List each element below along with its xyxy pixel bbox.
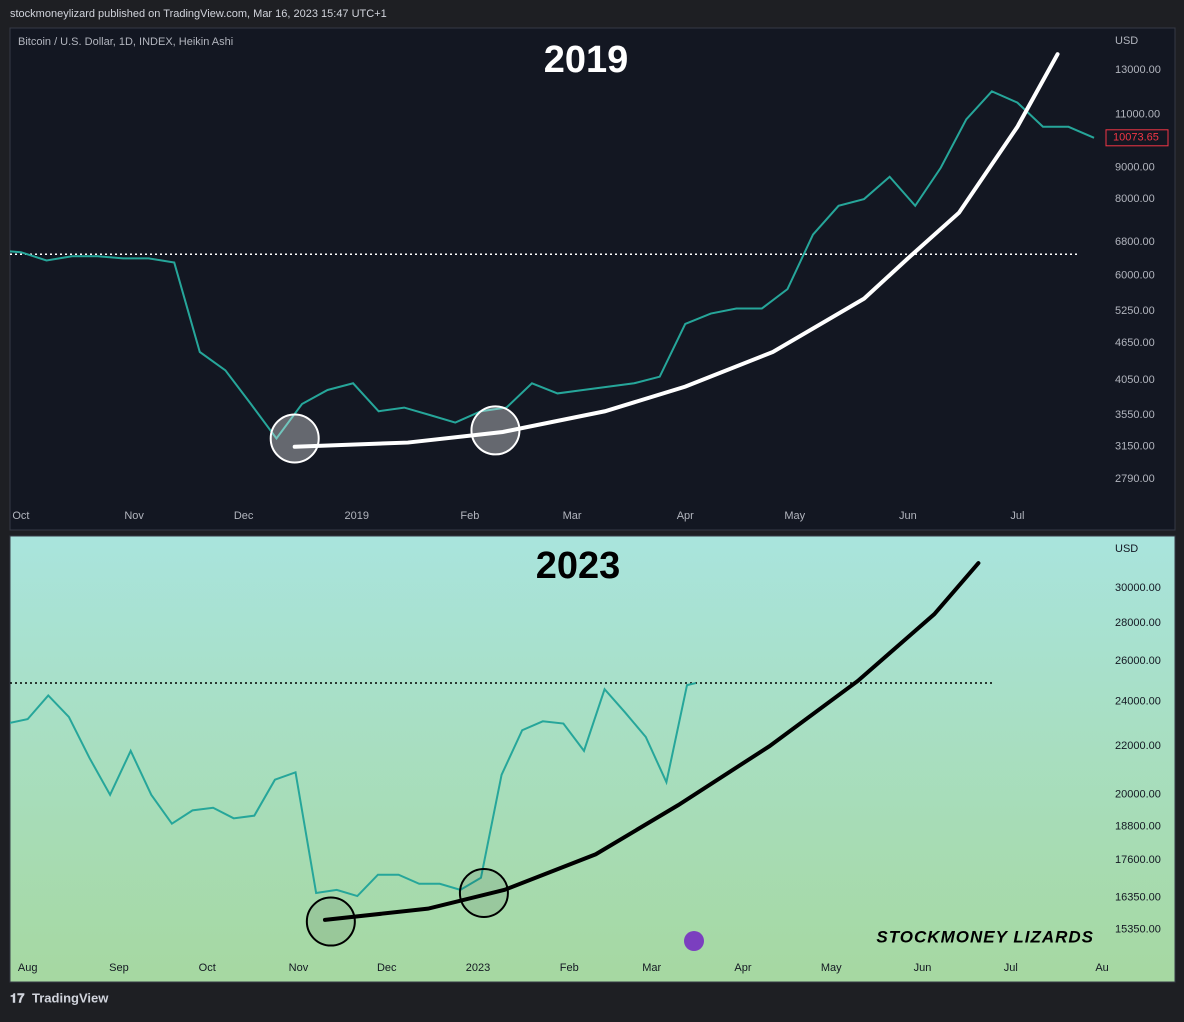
- x-tick-label: 2019: [345, 510, 369, 522]
- y-tick-label: 17600.00: [1115, 854, 1161, 866]
- x-tick-label: Apr: [677, 510, 694, 522]
- y-tick-label: 28000.00: [1115, 617, 1161, 629]
- price-line: [10, 682, 697, 898]
- x-tick-label: Nov: [124, 510, 144, 522]
- y-tick-label: 15350.00: [1115, 924, 1161, 936]
- x-tick-label: Feb: [560, 962, 579, 974]
- panel-bg: [9, 535, 1176, 983]
- y-tick-label: 22000.00: [1115, 740, 1161, 752]
- panel: STOCKMONEY LIZARDS 2023 USD 15350.00 16350.…: [10, 543, 1161, 974]
- highlight-circle: [305, 896, 356, 947]
- y-tick-label: 30000.00: [1115, 582, 1161, 594]
- axis-unit: USD: [1115, 543, 1138, 555]
- x-tick-label: Dec: [377, 962, 397, 974]
- y-tick-label: 24000.00: [1115, 696, 1161, 708]
- x-tick-label: Sep: [109, 962, 129, 974]
- x-tick-label: Oct: [12, 510, 29, 522]
- x-tick-label: 2023: [466, 962, 490, 974]
- x-tick-label: May: [784, 510, 805, 522]
- y-tick-label: 9000.00: [1115, 162, 1155, 174]
- x-tick-label: Apr: [734, 962, 751, 974]
- y-tick-label: 4050.00: [1115, 374, 1155, 386]
- plot-area: [10, 52, 1095, 464]
- y-tick-label: 26000.00: [1115, 655, 1161, 667]
- x-tick-label: Jul: [1010, 510, 1024, 522]
- x-tick-label: Au: [1095, 962, 1108, 974]
- highlight-circle: [269, 413, 320, 464]
- last-price-box: [1105, 129, 1169, 147]
- y-tick-label: 8000.00: [1115, 193, 1155, 205]
- y-tick-label: 11000.00: [1115, 108, 1160, 120]
- x-tick-label: Jul: [1004, 962, 1018, 974]
- panel: Bitcoin / U.S. Dollar, 1D, INDEX, Heikin…: [10, 35, 1169, 522]
- chart-title: 2023: [536, 545, 621, 587]
- plot-area: [10, 561, 994, 947]
- y-tick-label: 3150.00: [1115, 441, 1155, 453]
- axis-unit: USD: [1115, 35, 1138, 47]
- y-tick-label: 13000.00: [1115, 64, 1161, 76]
- highlight-circle: [470, 405, 521, 456]
- y-tick-label: 6800.00: [1115, 236, 1155, 248]
- chart-title: 2019: [544, 39, 629, 81]
- x-tick-label: Mar: [642, 962, 661, 974]
- symbol: Bitcoin / U.S. Dollar, 1D, INDEX, Heikin…: [18, 36, 233, 48]
- x-tick-label: May: [821, 962, 842, 974]
- icon: [684, 931, 704, 951]
- highlight-circle: [458, 867, 509, 918]
- y-tick-label: 2790.00: [1115, 473, 1155, 485]
- y-tick-label: 18800.00: [1115, 820, 1161, 832]
- last-price-label: 10073.65: [1113, 132, 1159, 144]
- y-tick-label: 3550.00: [1115, 409, 1155, 421]
- trend-curve: [322, 561, 981, 922]
- y-tick-label: 4650.00: [1115, 337, 1155, 349]
- x-tick-label: Mar: [563, 510, 582, 522]
- logo: 𝟏𝟕: [10, 990, 25, 1005]
- footer: TradingView: [32, 990, 109, 1005]
- x-tick-label: Jun: [914, 962, 932, 974]
- watermark: STOCKMONEY LIZARDS: [876, 927, 1094, 946]
- x-tick-label: Oct: [199, 962, 216, 974]
- price-line: [10, 90, 1095, 441]
- x-tick-label: Dec: [234, 510, 254, 522]
- publisher: stockmoneylizard published on TradingVie…: [10, 8, 387, 20]
- y-tick-label: 20000.00: [1115, 789, 1161, 801]
- panel-bg: [9, 27, 1176, 531]
- x-tick-label: Feb: [460, 510, 479, 522]
- y-tick-label: 6000.00: [1115, 269, 1155, 281]
- x-tick-label: Aug: [18, 962, 38, 974]
- y-tick-label: 5250.00: [1115, 305, 1155, 317]
- x-tick-label: Nov: [289, 962, 309, 974]
- y-tick-label: 16350.00: [1115, 892, 1161, 904]
- x-tick-label: Jun: [899, 510, 917, 522]
